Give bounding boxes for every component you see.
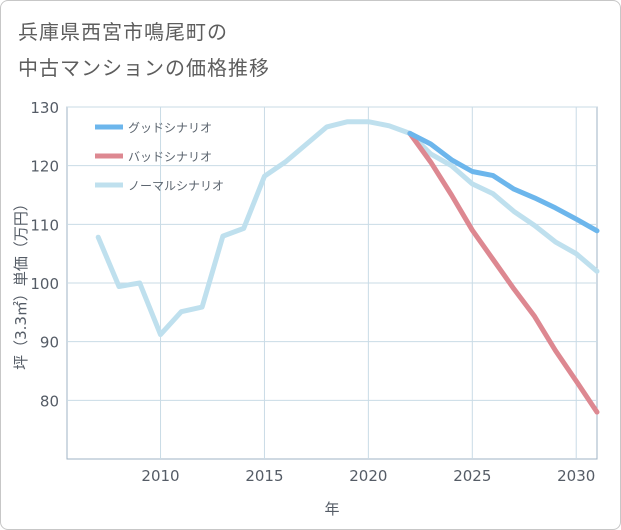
series-line-0: [407, 130, 600, 234]
y-tick-label: 110: [30, 216, 59, 234]
x-axis-label: 年: [324, 500, 339, 518]
x-tick-label: 2015: [245, 467, 283, 485]
x-tick-label: 2020: [349, 467, 387, 485]
tick-labels: 80 90 100 110 120 130 2010 2015 2020 2025 2030: [30, 99, 595, 485]
x-tick-label: 2025: [453, 467, 491, 485]
legend-label: グッドシナリオ: [128, 121, 212, 135]
y-tick-label: 120: [30, 158, 59, 176]
series-line-2: [95, 119, 600, 338]
chart-title: 兵庫県西宮市鳴尾町の 中古マンションの価格推移: [18, 20, 270, 80]
series-line-1: [407, 130, 600, 415]
x-tick-label: 2010: [141, 467, 179, 485]
legend-label: ノーマルシナリオ: [128, 179, 224, 193]
y-tick-label: 90: [40, 334, 59, 352]
x-tick-label: 2030: [557, 467, 595, 485]
y-axis-label: 坪（3.3㎡）単価（万円）: [12, 196, 30, 370]
y-tick-label: 100: [30, 275, 59, 293]
y-tick-label: 80: [40, 392, 59, 410]
y-tick-label: 130: [30, 99, 59, 117]
series-layer: [95, 119, 600, 415]
legend-label: バッドシナリオ: [128, 150, 212, 164]
